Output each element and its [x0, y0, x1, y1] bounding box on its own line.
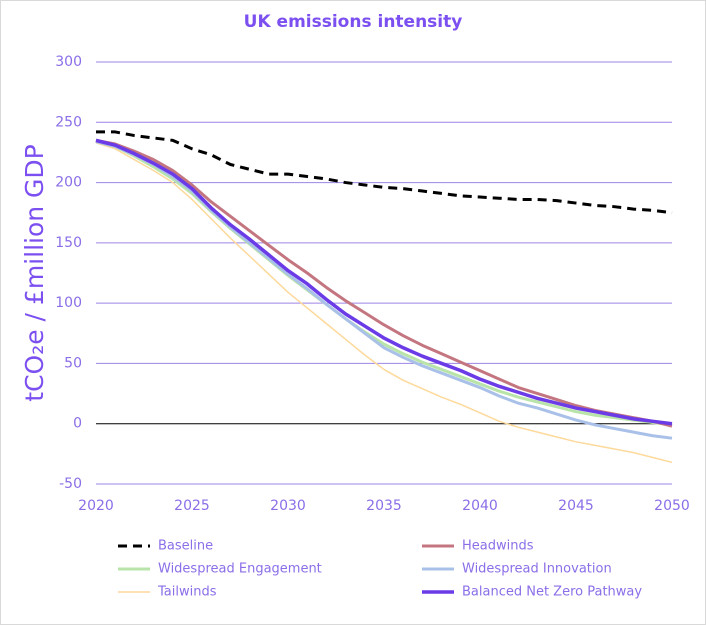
series-line — [96, 130, 673, 215]
legend-label: Baseline — [158, 539, 213, 554]
chart-title: UK emissions intensity — [244, 12, 463, 32]
series-line — [95, 140, 673, 427]
legend-label: Headwinds — [462, 539, 534, 554]
series-line — [95, 138, 673, 428]
x-tick-label: 2050 — [654, 498, 690, 514]
y-tick-label: 100 — [55, 295, 82, 311]
y-tick-label: 250 — [55, 114, 82, 130]
x-tick-label: 2020 — [78, 498, 114, 514]
series-line — [95, 138, 673, 426]
legend-label: Widespread Innovation — [462, 562, 612, 577]
y-tick-label: 300 — [55, 54, 82, 70]
y-tick-label: -50 — [59, 476, 82, 492]
y-tick-label: 0 — [73, 416, 82, 432]
x-tick-label: 2035 — [366, 498, 402, 514]
y-tick-label: 200 — [55, 175, 82, 191]
x-tick-label: 2030 — [270, 498, 306, 514]
y-tick-label: 50 — [64, 355, 82, 371]
legend-label: Widespread Engagement — [158, 562, 322, 577]
x-tick-label: 2040 — [462, 498, 498, 514]
x-tick-label: 2025 — [174, 498, 210, 514]
x-tick-label: 2045 — [558, 498, 594, 514]
y-tick-label: 150 — [55, 235, 82, 251]
y-axis-label: tCO₂e / £million GDP — [20, 144, 49, 401]
series-line — [95, 142, 673, 464]
legend-label: Balanced Net Zero Pathway — [462, 585, 642, 600]
legend-label: Tailwinds — [157, 585, 217, 600]
